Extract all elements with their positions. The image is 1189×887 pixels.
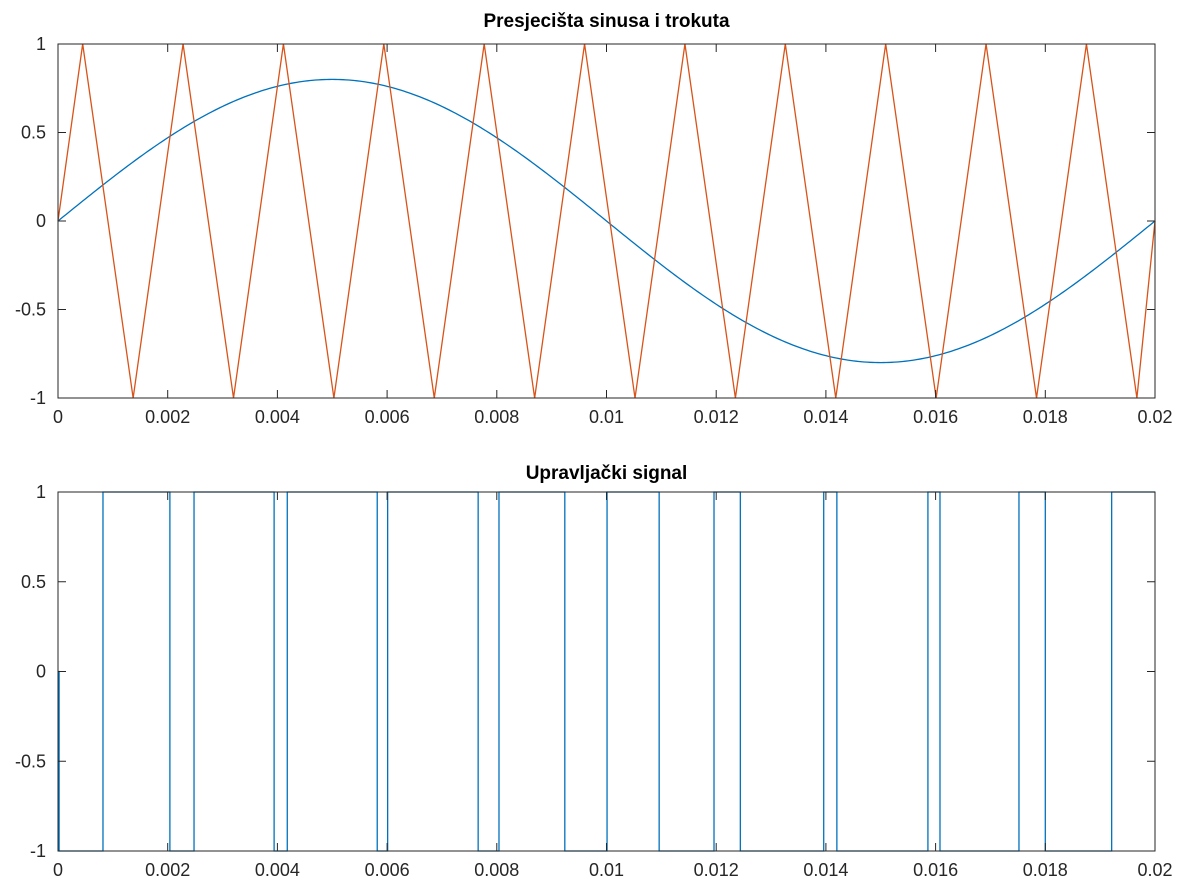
x-tick-label: 0.012: [694, 407, 739, 427]
series-line-triangle: [57, 43, 1156, 399]
x-tick-label: 0.006: [365, 860, 410, 880]
x-tick-label: 0.01: [589, 407, 624, 427]
series-line-sine: [57, 78, 1156, 364]
y-tick-label: 0: [36, 211, 46, 231]
y-tick-label: 0.5: [21, 123, 46, 143]
x-tick-label: 0.016: [913, 860, 958, 880]
y-tick-label: 0.5: [21, 572, 46, 592]
x-tick-label: 0.006: [365, 407, 410, 427]
x-tick-label: 0.018: [1023, 407, 1068, 427]
ticks-layer: 0 0.002 0.004 0.006 0.008 0.01 0.012 0.014 0.016…: [15, 482, 1173, 880]
x-tick-label: 0.002: [145, 407, 190, 427]
y-tick-label: -0.5: [15, 300, 46, 320]
x-tick-label: 0: [53, 407, 63, 427]
x-tick-label: 0.004: [255, 407, 300, 427]
y-tick-label: 1: [36, 34, 46, 54]
x-tick-label: 0.008: [474, 860, 519, 880]
y-tick-label: -1: [30, 841, 46, 861]
y-tick-label: 0: [36, 662, 46, 682]
y-tick-label: 1: [36, 482, 46, 502]
x-tick-label: 0.01: [589, 860, 624, 880]
ticks-layer: 0 0.002 0.004 0.006 0.008 0.01 0.012 0.014 0.016…: [15, 34, 1173, 427]
x-tick-label: 0.004: [255, 860, 300, 880]
y-tick-label: -1: [30, 388, 46, 408]
x-tick-label: 0.012: [694, 860, 739, 880]
y-tick-label: -0.5: [15, 751, 46, 771]
x-tick-label: 0.02: [1137, 860, 1172, 880]
series-layer: [58, 491, 1155, 852]
x-tick-label: 0.014: [803, 860, 848, 880]
series-layer: [57, 43, 1156, 399]
x-tick-label: 0.016: [913, 407, 958, 427]
series-line-step: [58, 491, 1155, 852]
x-tick-label: 0.018: [1023, 860, 1068, 880]
x-tick-label: 0: [53, 860, 63, 880]
control-signal-chart: Upravljački signal 0 0.002 0.004 0.006 0.008…: [15, 463, 1173, 880]
x-tick-label: 0.02: [1137, 407, 1172, 427]
x-tick-label: 0.008: [474, 407, 519, 427]
x-tick-label: 0.014: [803, 407, 848, 427]
chart-title: Presjecišta sinusa i trokuta: [483, 11, 729, 32]
chart-title: Upravljački signal: [526, 463, 688, 484]
x-tick-label: 0.002: [145, 860, 190, 880]
sine-triangle-chart: Presjecišta sinusa i trokuta 0 0.002 0.004…: [15, 11, 1173, 427]
